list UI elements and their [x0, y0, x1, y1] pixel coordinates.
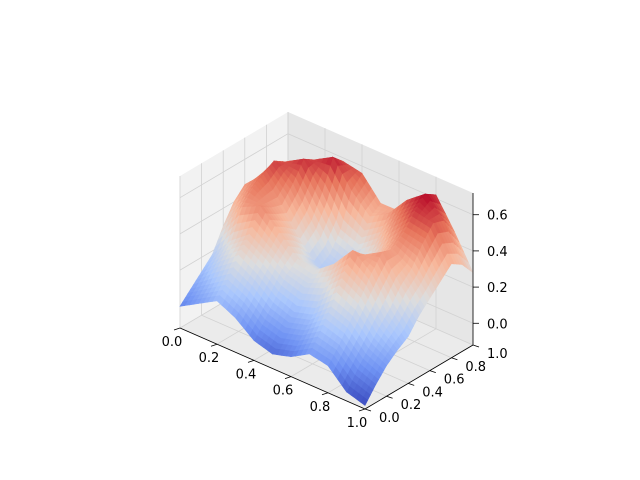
y-tick-label: 1.0 [487, 347, 508, 362]
x-tick-label: 0.8 [310, 400, 331, 415]
x-tick-label: 1.0 [347, 416, 368, 431]
y-tick-label: 0.2 [401, 398, 422, 413]
z-tick-label: 0.0 [487, 317, 508, 332]
y-tick-label: 0.0 [379, 411, 400, 426]
x-tick-label: 0.0 [162, 335, 183, 350]
gridline-y [201, 163, 387, 397]
y-tick [451, 357, 458, 361]
x-tick-label: 0.4 [236, 367, 257, 382]
surface-facet [179, 300, 188, 307]
y-tick-label: 0.4 [422, 385, 443, 400]
y-tick-label: 0.8 [465, 360, 486, 375]
y-tick [386, 395, 393, 399]
x-axis-line [179, 327, 366, 410]
y-tick [408, 383, 415, 386]
y-tick-label: 0.6 [444, 373, 465, 388]
x-tick [321, 392, 329, 396]
z-tick-label: 0.2 [487, 281, 508, 296]
x-tick [173, 327, 181, 331]
x-tick-label: 0.2 [199, 351, 220, 366]
gridline-z [179, 133, 474, 216]
y-tick [429, 370, 436, 373]
z-tick-label: 0.4 [487, 245, 508, 260]
x-tick [284, 376, 292, 379]
z-tick-label: 0.6 [487, 209, 508, 224]
y-tick [364, 408, 372, 412]
x-tick [247, 360, 255, 363]
x-tick [358, 408, 366, 412]
x-tick [210, 343, 218, 347]
x-tick-label: 0.6 [273, 384, 294, 399]
y-tick [472, 344, 480, 348]
y-axis-line [364, 344, 474, 410]
